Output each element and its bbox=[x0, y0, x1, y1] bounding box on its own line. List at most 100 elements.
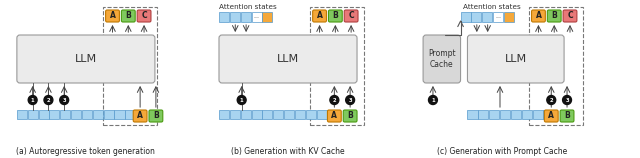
Bar bbox=[511, 110, 521, 119]
Bar bbox=[219, 12, 229, 22]
Text: A: A bbox=[109, 12, 115, 21]
Text: A: A bbox=[317, 12, 323, 21]
Bar bbox=[310, 7, 364, 125]
Text: 1: 1 bbox=[431, 97, 435, 103]
Bar bbox=[500, 110, 510, 119]
Bar bbox=[71, 110, 81, 119]
Bar bbox=[483, 12, 492, 22]
Text: B: B bbox=[153, 112, 159, 121]
Bar bbox=[219, 110, 229, 119]
Bar bbox=[104, 110, 114, 119]
Bar bbox=[49, 110, 60, 119]
Text: B: B bbox=[348, 112, 353, 121]
FancyBboxPatch shape bbox=[532, 10, 545, 22]
Circle shape bbox=[330, 95, 339, 104]
Bar bbox=[328, 110, 337, 119]
Text: B: B bbox=[551, 12, 557, 21]
Circle shape bbox=[547, 95, 556, 104]
Circle shape bbox=[563, 95, 572, 104]
Text: (a) Autoregressive token generation: (a) Autoregressive token generation bbox=[17, 147, 156, 156]
Text: 1: 1 bbox=[240, 97, 244, 103]
Text: B: B bbox=[125, 12, 131, 21]
FancyBboxPatch shape bbox=[133, 110, 147, 122]
Bar bbox=[262, 12, 273, 22]
Circle shape bbox=[429, 95, 437, 104]
Text: A: A bbox=[137, 112, 143, 121]
Text: A: A bbox=[536, 12, 541, 21]
Bar bbox=[543, 110, 554, 119]
Text: LLM: LLM bbox=[75, 54, 97, 64]
Text: 3: 3 bbox=[62, 97, 66, 103]
Bar bbox=[28, 110, 38, 119]
Bar bbox=[17, 110, 27, 119]
Text: B: B bbox=[564, 112, 570, 121]
FancyBboxPatch shape bbox=[149, 110, 163, 122]
Bar bbox=[241, 12, 251, 22]
FancyBboxPatch shape bbox=[106, 10, 120, 22]
Bar bbox=[82, 110, 92, 119]
Bar bbox=[317, 110, 326, 119]
Circle shape bbox=[28, 95, 37, 104]
Bar bbox=[522, 110, 532, 119]
Bar bbox=[252, 110, 262, 119]
Bar bbox=[472, 12, 481, 22]
Text: Prompt
Cache: Prompt Cache bbox=[428, 49, 456, 69]
FancyBboxPatch shape bbox=[313, 10, 326, 22]
Bar bbox=[102, 7, 157, 125]
FancyBboxPatch shape bbox=[560, 110, 574, 122]
Text: Attention states: Attention states bbox=[219, 4, 276, 10]
Bar bbox=[493, 12, 503, 22]
FancyBboxPatch shape bbox=[563, 10, 577, 22]
Bar bbox=[529, 7, 583, 125]
Bar bbox=[504, 12, 514, 22]
FancyBboxPatch shape bbox=[467, 35, 564, 83]
Bar bbox=[241, 110, 251, 119]
Bar bbox=[60, 110, 70, 119]
Text: C: C bbox=[567, 12, 573, 21]
Text: 3: 3 bbox=[348, 97, 352, 103]
Bar bbox=[230, 110, 240, 119]
Text: 1: 1 bbox=[31, 97, 35, 103]
FancyBboxPatch shape bbox=[122, 10, 135, 22]
FancyBboxPatch shape bbox=[423, 35, 461, 83]
Bar bbox=[125, 110, 136, 119]
Text: 2: 2 bbox=[47, 97, 50, 103]
Bar bbox=[284, 110, 294, 119]
Bar bbox=[252, 12, 262, 22]
Bar bbox=[295, 110, 305, 119]
Bar bbox=[532, 110, 543, 119]
Text: 3: 3 bbox=[565, 97, 569, 103]
Circle shape bbox=[60, 95, 68, 104]
FancyBboxPatch shape bbox=[545, 110, 558, 122]
FancyBboxPatch shape bbox=[219, 35, 357, 83]
Text: LLM: LLM bbox=[505, 54, 527, 64]
FancyBboxPatch shape bbox=[137, 10, 151, 22]
Text: A: A bbox=[332, 112, 337, 121]
Text: (c) Generation with Prompt Cache: (c) Generation with Prompt Cache bbox=[437, 147, 567, 156]
Bar bbox=[273, 110, 284, 119]
FancyBboxPatch shape bbox=[547, 10, 561, 22]
Text: B: B bbox=[332, 12, 338, 21]
Text: LLM: LLM bbox=[277, 54, 299, 64]
Bar bbox=[467, 110, 477, 119]
Bar bbox=[478, 110, 488, 119]
FancyBboxPatch shape bbox=[344, 10, 358, 22]
Text: ...: ... bbox=[495, 15, 501, 19]
FancyBboxPatch shape bbox=[343, 110, 357, 122]
Text: Attention states: Attention states bbox=[463, 4, 520, 10]
FancyBboxPatch shape bbox=[328, 110, 341, 122]
Bar bbox=[38, 110, 49, 119]
Text: C: C bbox=[141, 12, 147, 21]
Circle shape bbox=[44, 95, 53, 104]
Bar bbox=[461, 12, 470, 22]
Bar bbox=[230, 12, 240, 22]
Bar bbox=[115, 110, 125, 119]
Text: (b) Generation with KV Cache: (b) Generation with KV Cache bbox=[231, 147, 345, 156]
FancyBboxPatch shape bbox=[17, 35, 155, 83]
Text: 2: 2 bbox=[550, 97, 553, 103]
Text: A: A bbox=[548, 112, 554, 121]
Text: 2: 2 bbox=[333, 97, 336, 103]
Bar bbox=[489, 110, 499, 119]
Bar bbox=[306, 110, 316, 119]
FancyBboxPatch shape bbox=[328, 10, 342, 22]
